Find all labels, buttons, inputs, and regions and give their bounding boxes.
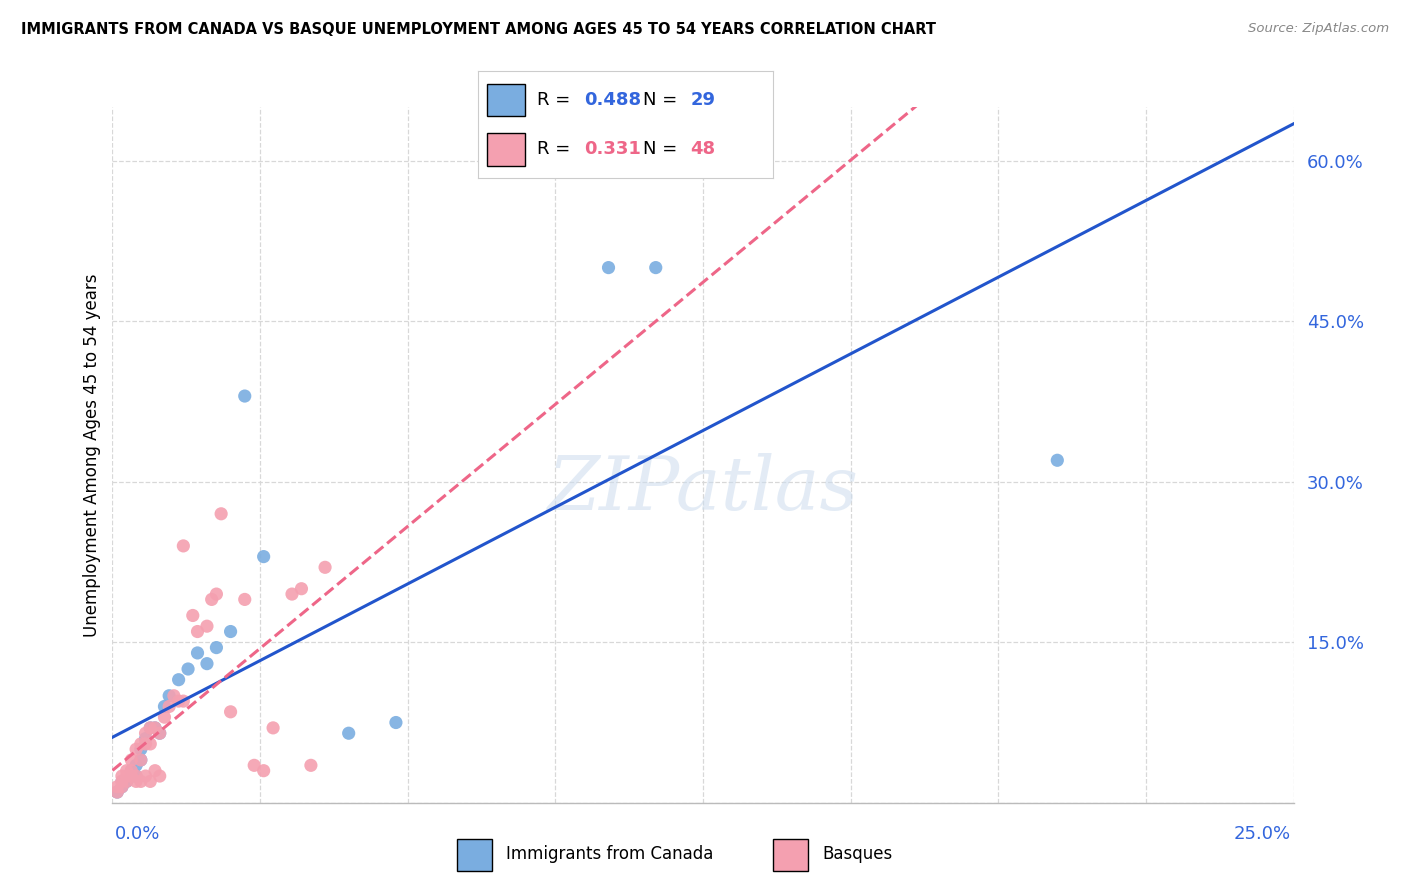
Point [129,742,152,756]
Point [281,587,304,601]
Text: 0.331: 0.331 [585,141,641,159]
Point [149,726,172,740]
Point [299,758,322,772]
Text: 0.488: 0.488 [585,91,641,109]
Point [129,737,152,751]
Point [290,582,312,596]
Point [135,731,157,746]
Point [120,764,142,778]
Point [385,715,408,730]
Point [139,721,162,735]
FancyBboxPatch shape [486,84,526,116]
Point [143,764,166,778]
Point [167,694,190,708]
Point [153,699,176,714]
Point [125,774,148,789]
Point [195,619,218,633]
Text: N =: N = [644,141,683,159]
Text: Source: ZipAtlas.com: Source: ZipAtlas.com [1249,22,1389,36]
Point [201,592,224,607]
Point [205,587,228,601]
Point [105,785,128,799]
Point [219,705,242,719]
Point [314,560,336,574]
Point [135,769,157,783]
FancyBboxPatch shape [773,839,808,871]
Point [167,673,190,687]
Text: ZIPatlas: ZIPatlas [547,453,859,526]
Point [115,769,138,783]
Point [172,539,194,553]
Point [195,657,218,671]
Text: R =: R = [537,91,576,109]
Point [105,780,128,794]
Point [143,721,166,735]
Point [1046,453,1069,467]
Point [111,774,134,789]
Point [262,721,284,735]
Point [243,758,266,772]
Point [125,769,148,783]
Text: N =: N = [644,91,683,109]
Text: R =: R = [537,141,576,159]
Point [139,774,162,789]
Point [253,549,276,564]
Point [233,592,256,607]
Point [205,640,228,655]
Point [105,785,128,799]
Text: Immigrants from Canada: Immigrants from Canada [506,845,713,863]
Point [120,769,142,783]
Point [129,774,152,789]
Text: 0.0%: 0.0% [115,825,160,843]
Point [125,769,148,783]
Point [181,608,204,623]
FancyBboxPatch shape [486,134,526,166]
Point [115,774,138,789]
Point [253,764,276,778]
Y-axis label: Unemployment Among Ages 45 to 54 years: Unemployment Among Ages 45 to 54 years [83,273,101,637]
Text: 29: 29 [690,91,716,109]
Point [219,624,242,639]
Point [157,699,180,714]
Point [337,726,360,740]
Point [125,742,148,756]
Point [163,689,186,703]
Point [157,689,180,703]
Text: IMMIGRANTS FROM CANADA VS BASQUE UNEMPLOYMENT AMONG AGES 45 TO 54 YEARS CORRELAT: IMMIGRANTS FROM CANADA VS BASQUE UNEMPLO… [21,22,936,37]
FancyBboxPatch shape [457,839,492,871]
Text: 48: 48 [690,141,716,159]
Point [135,726,157,740]
Point [177,662,200,676]
Text: Basques: Basques [823,845,893,863]
Point [115,764,138,778]
Point [186,646,208,660]
Point [111,780,134,794]
Point [120,769,142,783]
Point [598,260,620,275]
Point [135,737,157,751]
Point [139,737,162,751]
Point [149,726,172,740]
Point [111,780,134,794]
Point [115,774,138,789]
Point [143,721,166,735]
Point [209,507,232,521]
Point [186,624,208,639]
Point [233,389,256,403]
Point [120,753,142,767]
Point [139,721,162,735]
Point [644,260,666,275]
Point [111,769,134,783]
Point [129,753,152,767]
Point [172,694,194,708]
Point [129,753,152,767]
Point [111,774,134,789]
Point [153,710,176,724]
Point [149,769,172,783]
Text: 25.0%: 25.0% [1233,825,1291,843]
Point [125,758,148,772]
Point [120,764,142,778]
